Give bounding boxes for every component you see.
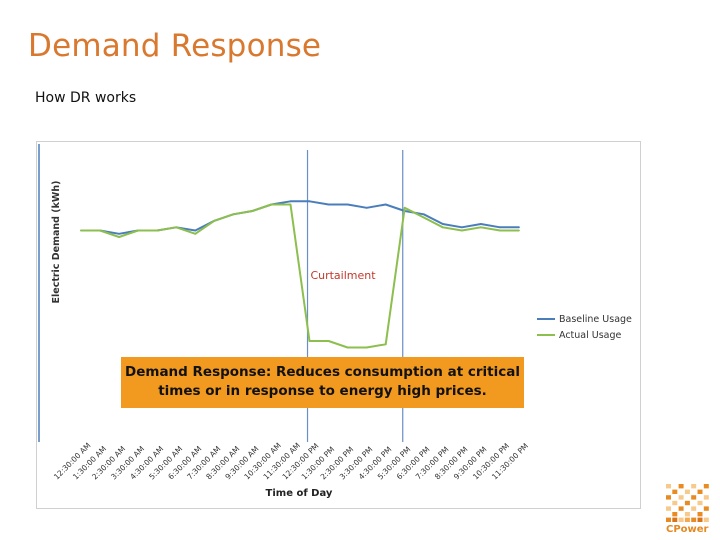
data-point	[327, 203, 330, 206]
legend-label-actual: Actual Usage	[559, 330, 622, 341]
data-point	[384, 343, 387, 346]
data-point	[480, 226, 482, 229]
data-point	[346, 346, 349, 349]
data-point	[461, 226, 463, 229]
data-point	[194, 229, 197, 232]
curtailment-annotation: Curtailment	[310, 269, 376, 282]
data-point	[232, 213, 235, 216]
data-point	[499, 229, 501, 232]
data-point	[213, 219, 216, 222]
data-point	[365, 206, 368, 209]
series-line-actual	[81, 203, 519, 349]
slide-title: Demand Response	[28, 28, 322, 64]
legend-label-baseline: Baseline Usage	[559, 314, 632, 325]
data-point	[137, 229, 139, 232]
data-point	[346, 203, 349, 206]
data-point	[80, 229, 82, 232]
chart-legend: Baseline Usage Actual Usage	[537, 314, 632, 341]
data-point	[118, 236, 120, 238]
data-point	[99, 229, 101, 232]
chart-frame: 12:30:00 AM 1:30:00 AM 2:30:00 AM 3:30:00 A…	[36, 141, 641, 509]
data-point	[480, 223, 482, 225]
data-point	[518, 226, 520, 229]
data-point	[422, 216, 425, 219]
data-point	[461, 229, 463, 232]
data-point	[327, 340, 330, 342]
data-point	[422, 213, 425, 216]
data-point	[308, 340, 311, 342]
data-point	[403, 206, 406, 209]
cpower-logo-icon	[666, 484, 709, 522]
data-point	[289, 200, 292, 203]
demand-chart: 12:30:00 AM1:30:00 AM2:30:00 AM3:30:00 A…	[38, 144, 632, 499]
data-point	[384, 203, 387, 206]
data-point	[518, 229, 520, 232]
data-point	[289, 203, 292, 206]
data-point	[365, 346, 368, 349]
data-point	[156, 229, 159, 232]
data-point	[175, 226, 178, 229]
x-tick-labels: 12:30:00 AM1:30:00 AM2:30:00 AM3:30:00 A…	[52, 441, 530, 481]
y-axis-label: Electric Demand (kWh)	[51, 181, 62, 304]
x-axis-label: Time of Day	[266, 488, 333, 499]
data-point	[441, 223, 444, 225]
data-point	[251, 210, 254, 212]
data-point	[308, 200, 311, 203]
slide-subtitle: How DR works	[35, 90, 137, 106]
data-point	[441, 226, 444, 229]
data-point	[118, 232, 120, 235]
logo-text: CPower	[666, 524, 709, 535]
series-layer	[80, 200, 520, 349]
data-point	[270, 203, 273, 206]
callout-box: Demand Response: Reduces consumption at …	[121, 357, 524, 408]
data-point	[194, 232, 197, 235]
data-point	[499, 226, 501, 229]
